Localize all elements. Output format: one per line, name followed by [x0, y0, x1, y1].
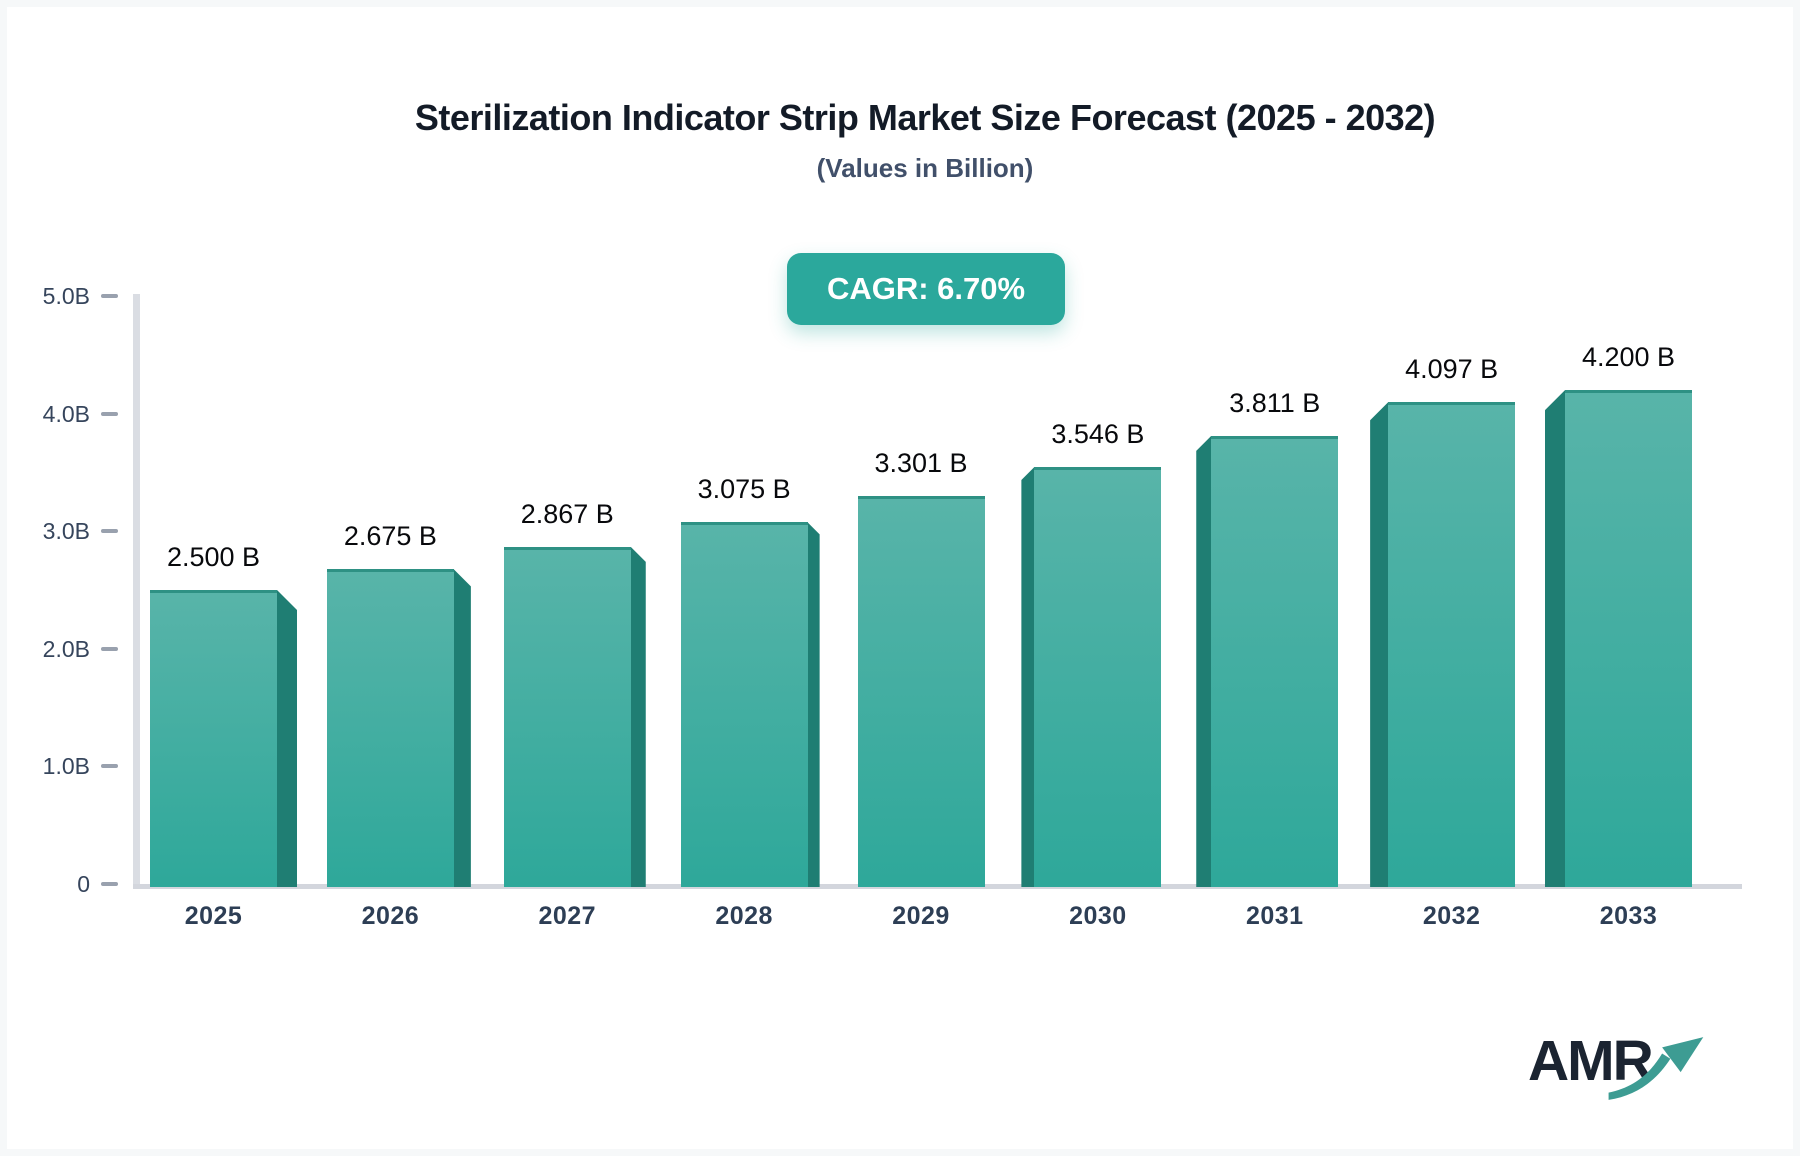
x-axis-label: 2028 — [715, 902, 773, 930]
bar — [1565, 390, 1692, 887]
bar — [1211, 435, 1339, 887]
y-tick-dash — [101, 529, 118, 534]
y-tick-label: 2.0B — [42, 635, 90, 662]
y-tick-label: 5.0B — [42, 283, 90, 309]
bar-value-label: 4.097 B — [1405, 354, 1499, 385]
bar-side — [1545, 390, 1565, 887]
bar — [503, 546, 631, 887]
bar-value-label: 3.075 B — [697, 474, 791, 505]
bar-side — [1196, 435, 1212, 887]
y-tick-label: 3.0B — [42, 518, 90, 545]
x-axis-label: 2026 — [361, 902, 420, 930]
chart-header: Sterilization Indicator Strip Market Siz… — [50, 96, 1800, 184]
y-tick-label: 1.0B — [42, 753, 90, 780]
x-axis-label: 2027 — [538, 902, 597, 930]
bar — [857, 495, 985, 887]
bar — [680, 522, 808, 887]
bar-value-label: 3.301 B — [874, 447, 968, 478]
bar-value-label: 4.200 B — [1581, 342, 1676, 373]
amr-logo-text: AMR — [1528, 1029, 1654, 1093]
y-tick-dash — [101, 294, 118, 298]
bar-value-label: 2.675 B — [343, 521, 437, 552]
growth-arrow-icon — [1608, 1037, 1704, 1100]
bar-side — [807, 522, 820, 887]
cagr-badge: CAGR: 6.70% — [787, 253, 1065, 325]
bar — [326, 569, 454, 887]
bar — [150, 590, 277, 887]
x-axis-label: 2031 — [1245, 902, 1304, 930]
x-axis-label: 2025 — [184, 902, 243, 930]
y-tick-dash — [101, 764, 118, 769]
bar-value-label: 3.811 B — [1229, 387, 1321, 418]
y-tick-dash — [101, 646, 118, 651]
bar-value-label: 2.867 B — [520, 498, 614, 529]
y-tick-dash — [101, 882, 118, 886]
bar-side — [1021, 466, 1035, 887]
bar — [1034, 466, 1162, 887]
chart-subtitle: (Values in Billion) — [816, 153, 1034, 184]
x-axis-label: 2029 — [892, 902, 950, 930]
y-axis-line — [133, 294, 140, 886]
bar-side — [277, 590, 297, 887]
bar-value-label: 2.500 B — [166, 542, 261, 572]
bar-value-label: 3.546 B — [1051, 418, 1145, 449]
bar-side — [453, 569, 471, 887]
x-axis-label: 2030 — [1069, 902, 1127, 930]
y-tick-label: 0 — [77, 871, 90, 897]
amr-logo: AMR — [1528, 1028, 1718, 1118]
bar-side — [630, 546, 646, 887]
chart-title: Sterilization Indicator Strip Market Siz… — [414, 97, 1436, 138]
bar — [1388, 402, 1516, 887]
x-axis-label: 2033 — [1599, 902, 1658, 930]
bar-side — [1370, 402, 1389, 887]
x-axis-label: 2032 — [1422, 902, 1481, 930]
y-tick-dash — [101, 411, 118, 416]
y-tick-label: 4.0B — [42, 400, 90, 427]
